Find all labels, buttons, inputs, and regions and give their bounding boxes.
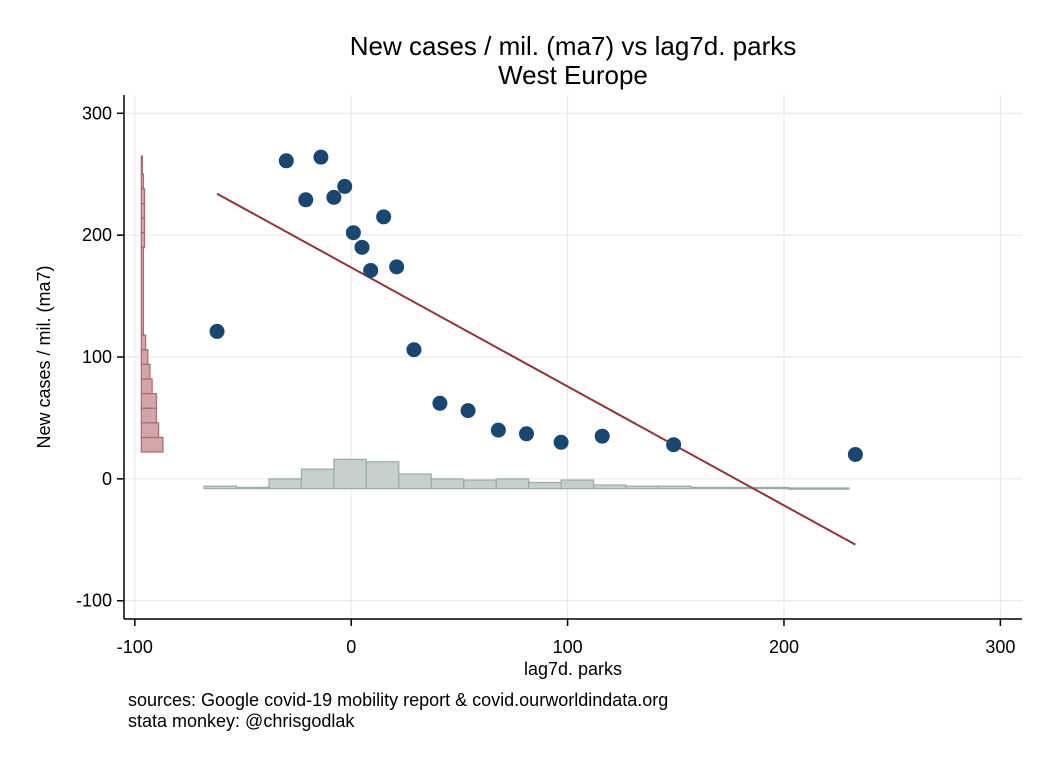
data-point bbox=[406, 342, 422, 358]
x-histogram-bar bbox=[787, 487, 822, 490]
data-point bbox=[389, 259, 405, 275]
x-histogram-bar bbox=[430, 478, 465, 490]
x-histogram-bar bbox=[690, 486, 724, 490]
data-point bbox=[553, 434, 569, 450]
x-histogram-bar bbox=[495, 478, 530, 490]
x-histogram-bar bbox=[333, 458, 367, 490]
x-histogram-bar bbox=[398, 473, 432, 490]
y-tick-label: 0 bbox=[102, 469, 112, 489]
data-point bbox=[278, 153, 294, 169]
data-point bbox=[376, 209, 392, 225]
data-point bbox=[313, 149, 329, 165]
data-point bbox=[354, 239, 370, 255]
data-point bbox=[460, 403, 476, 419]
source-note: sources: Google covid-19 mobility report… bbox=[128, 690, 669, 710]
chart-title: New cases / mil. (ma7) vs lag7d. parks bbox=[350, 31, 796, 61]
y-histogram-bar bbox=[140, 392, 158, 409]
y-histogram-bar bbox=[140, 188, 146, 205]
x-histogram-bar bbox=[592, 484, 627, 490]
y-histogram-bar bbox=[140, 173, 145, 190]
y-tick-label: 100 bbox=[82, 347, 112, 367]
x-tick-label: 100 bbox=[553, 637, 583, 657]
scatter-points bbox=[209, 149, 863, 462]
data-point bbox=[363, 262, 379, 278]
x-histogram bbox=[203, 458, 850, 490]
axes: -100 0 100 200 300 -100 0 100 200 300 bbox=[76, 95, 1022, 657]
data-point bbox=[326, 189, 342, 205]
x-histogram-bar bbox=[463, 479, 497, 490]
y-histogram-bar bbox=[140, 232, 146, 248]
data-point bbox=[432, 395, 448, 411]
x-histogram-bar bbox=[300, 468, 335, 490]
y-histogram-bar bbox=[140, 202, 146, 219]
y-tick-label: -100 bbox=[76, 591, 112, 611]
x-histogram-bar bbox=[820, 487, 850, 490]
y-histogram bbox=[140, 155, 164, 453]
data-point bbox=[518, 426, 534, 442]
author-note: stata monkey: @chrisgodlak bbox=[128, 711, 355, 731]
y-histogram-bar bbox=[140, 436, 164, 453]
x-histogram-bar bbox=[560, 479, 595, 490]
fit-line-group bbox=[216, 192, 856, 546]
x-histogram-bar bbox=[203, 485, 238, 490]
y-histogram-bar bbox=[140, 217, 146, 234]
x-histogram-bar bbox=[365, 461, 400, 490]
x-axis-label: lag7d. parks bbox=[524, 659, 622, 679]
y-histogram-bar bbox=[140, 407, 158, 424]
x-histogram-bar bbox=[528, 481, 562, 490]
x-tick-label: 200 bbox=[769, 637, 799, 657]
data-point bbox=[298, 192, 314, 208]
data-point bbox=[666, 437, 682, 453]
y-tick-label: 200 bbox=[82, 225, 112, 245]
chart-subtitle: West Europe bbox=[498, 60, 648, 90]
y-histogram-bar bbox=[140, 334, 147, 351]
x-tick-label: 300 bbox=[985, 637, 1015, 657]
x-tick-label: 0 bbox=[346, 637, 356, 657]
x-histogram-bar bbox=[235, 486, 270, 490]
grid bbox=[124, 95, 1022, 619]
x-histogram-bar bbox=[657, 485, 692, 490]
data-point bbox=[209, 323, 225, 339]
x-histogram-bar bbox=[755, 486, 789, 490]
data-point bbox=[345, 225, 361, 241]
x-histogram-bar bbox=[268, 478, 303, 490]
source-notes: sources: Google covid-19 mobility report… bbox=[128, 690, 668, 732]
y-histogram-bar bbox=[140, 246, 145, 336]
y-histogram-bar bbox=[140, 155, 143, 175]
data-point bbox=[490, 422, 506, 438]
y-histogram-bar bbox=[140, 363, 151, 380]
y-tick-label: 300 bbox=[82, 103, 112, 123]
y-histogram-bar bbox=[140, 422, 160, 439]
data-point bbox=[337, 178, 353, 194]
x-histogram-bar bbox=[625, 485, 660, 490]
y-histogram-bar bbox=[140, 349, 149, 365]
x-tick-label: -100 bbox=[117, 637, 153, 657]
y-axis-label: New cases / mil. (ma7) bbox=[34, 265, 54, 448]
data-point bbox=[847, 446, 863, 462]
fit-line bbox=[216, 192, 856, 546]
y-histogram-bar bbox=[140, 378, 153, 395]
data-point bbox=[594, 428, 610, 444]
